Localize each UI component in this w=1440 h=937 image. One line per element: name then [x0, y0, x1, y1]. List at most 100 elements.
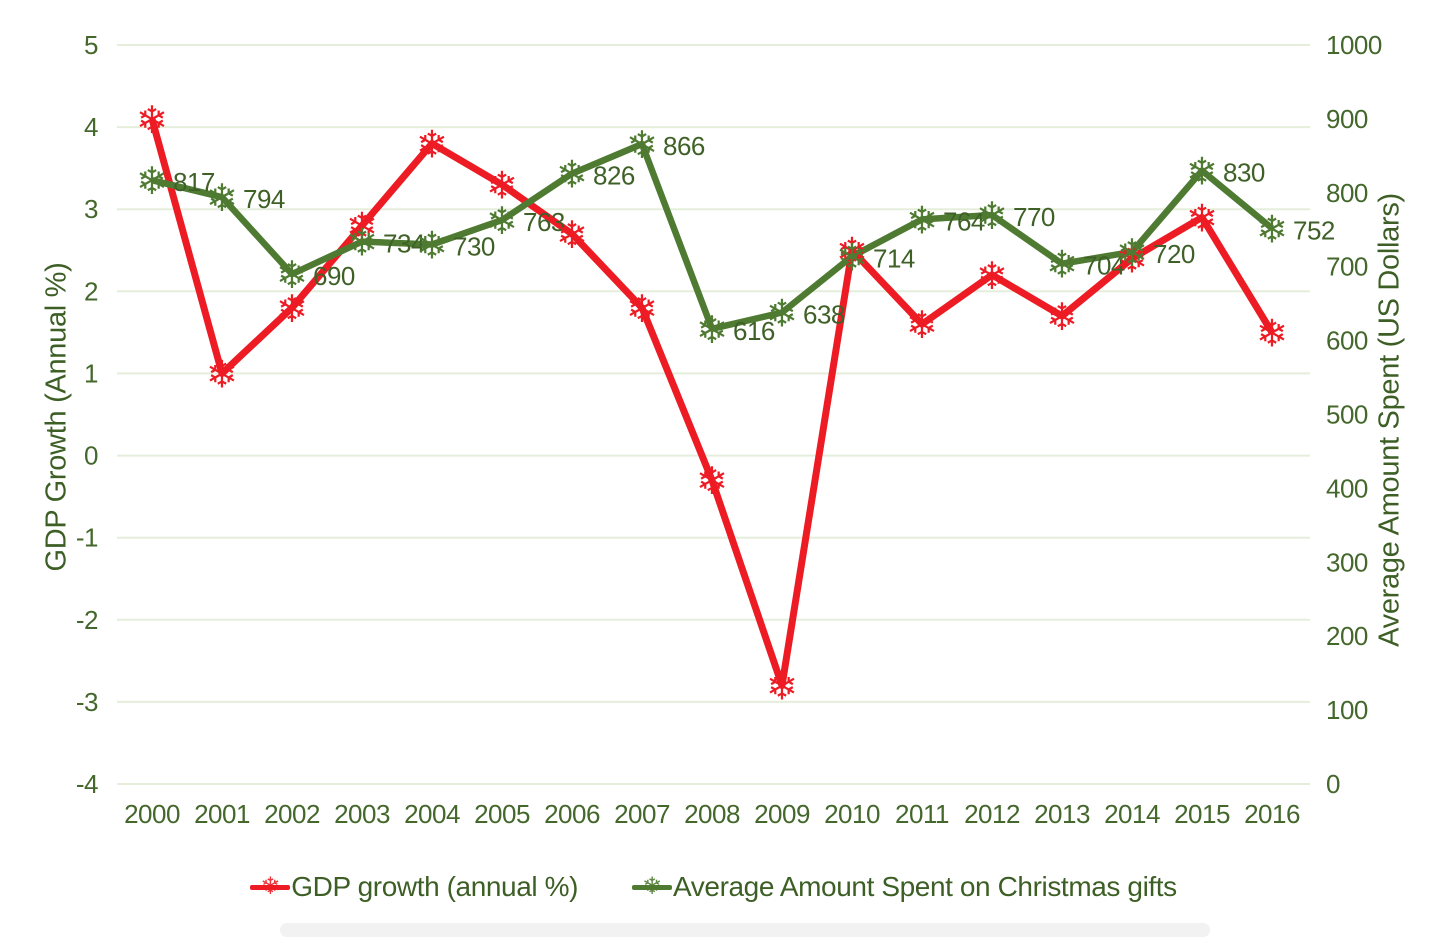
- x-axis-label: 2012: [964, 799, 1020, 829]
- spending-value-label: 826: [593, 161, 635, 191]
- spending-value-label: 830: [1223, 158, 1265, 188]
- spending-value-label: 817: [173, 167, 215, 197]
- left-axis-tick: 0: [84, 441, 98, 471]
- left-axis-tick: 1: [84, 358, 98, 388]
- x-axis-label: 2006: [544, 799, 600, 829]
- spending-value-label: 638: [803, 300, 845, 330]
- spending-value-label: 734: [383, 229, 425, 259]
- gdp-line-sample: [250, 884, 291, 890]
- snowflake-marker-gdp: ❄: [416, 125, 448, 167]
- legend-label-gdp: GDP growth (annual %): [291, 871, 579, 902]
- right-axis-tick: 1000: [1326, 30, 1382, 60]
- snowflake-marker-spending: ❄: [1046, 245, 1078, 287]
- snowflake-marker-gdp: ❄: [1186, 198, 1218, 240]
- left-axis-tick: -1: [76, 523, 98, 553]
- snowflake-marker-spending: ❄: [416, 226, 448, 268]
- snowflake-marker-spending: ❄: [836, 237, 868, 279]
- spending-value-label: 752: [1293, 215, 1335, 245]
- x-axis-label: 2013: [1034, 799, 1090, 829]
- snowflake-marker-gdp: ❄: [556, 215, 588, 257]
- snowflake-marker-gdp: ❄: [346, 207, 378, 249]
- x-axis-label: 2011: [895, 799, 949, 829]
- snowflake-marker-spending: ❄: [1116, 233, 1148, 275]
- x-axis-label: 2009: [754, 799, 810, 829]
- x-axis-label: 2001: [194, 799, 250, 829]
- snowflake-marker-spending: ❄: [766, 294, 798, 336]
- snowflake-marker-spending: ❄: [346, 223, 378, 265]
- left-axis-tick: -4: [76, 769, 98, 799]
- snowflake-marker-gdp: ❄: [836, 231, 868, 273]
- right-axis-tick: 300: [1326, 547, 1368, 577]
- x-axis-label: 2008: [684, 799, 740, 829]
- snowflake-marker-gdp: ❄: [1046, 297, 1078, 339]
- x-axis-label: 2007: [614, 799, 670, 829]
- cropped-bottom-element: [280, 923, 1210, 937]
- snowflake-marker-spending: ❄: [906, 200, 938, 242]
- right-axis-tick: 200: [1326, 621, 1368, 651]
- x-axis-label: 2016: [1244, 799, 1300, 829]
- left-axis-tick: 2: [84, 276, 98, 306]
- snowflake-marker-spending: ❄: [136, 161, 168, 203]
- spending-value-label: 690: [313, 261, 355, 291]
- spending-value-label: 714: [873, 243, 915, 273]
- spending-value-label: 770: [1013, 202, 1055, 232]
- snowflake-marker-spending: ❄: [556, 155, 588, 197]
- legend-label-spending: Average Amount Spent on Christmas gifts: [673, 871, 1177, 902]
- x-axis-label: 2015: [1174, 799, 1230, 829]
- left-axis-tick: -2: [76, 605, 98, 635]
- left-axis-tick: 5: [84, 30, 98, 60]
- right-axis-tick: 700: [1326, 252, 1368, 282]
- right-axis-tick: 900: [1326, 104, 1368, 134]
- snowflake-marker-spending: ❄: [1256, 209, 1288, 251]
- right-axis-title: Average Amount Spent (US Dollars): [1373, 193, 1406, 647]
- snowflake-marker-spending: ❄: [276, 255, 308, 297]
- spending-legend-swatch: ❄: [632, 872, 673, 902]
- snowflake-marker-gdp: ❄: [1256, 313, 1288, 355]
- snowflake-marker-gdp: ❄: [766, 667, 798, 709]
- left-axis-tick: 3: [84, 194, 98, 224]
- snowflake-marker-spending: ❄: [696, 310, 728, 352]
- snowflake-marker-spending: ❄: [206, 178, 238, 220]
- spending-line-sample: [632, 884, 673, 890]
- spending-value-label: 720: [1153, 239, 1195, 269]
- x-axis-label: 2005: [474, 799, 530, 829]
- left-axis-tick: -3: [76, 687, 98, 717]
- snowflake-marker-spending: ❄: [976, 196, 1008, 238]
- snowflake-marker-gdp: ❄: [136, 100, 168, 142]
- legend-item-spending: ❄ Average Amount Spent on Christmas gift…: [632, 871, 1177, 903]
- snowflake-marker-gdp: ❄: [906, 305, 938, 347]
- snowflake-marker-gdp: ❄: [696, 461, 728, 503]
- spending-value-label: 704: [1083, 251, 1125, 281]
- left-axis-title: GDP Growth (Annual %): [40, 262, 73, 572]
- x-axis-label: 2014: [1104, 799, 1160, 829]
- spending-value-label: 616: [733, 316, 775, 346]
- snowflake-marker-gdp: ❄: [1116, 240, 1148, 282]
- left-axis-tick: 4: [84, 112, 98, 142]
- x-axis-label: 2000: [124, 799, 180, 829]
- snowflake-marker-spending: ❄: [1186, 152, 1218, 194]
- right-axis-tick: 600: [1326, 326, 1368, 356]
- right-axis-tick: 0: [1326, 769, 1340, 799]
- x-axis-label: 2002: [264, 799, 320, 829]
- snowflake-marker-gdp: ❄: [976, 256, 1008, 298]
- gdp-growth-line: [148, 117, 1275, 689]
- snowflake-marker-spending: ❄: [486, 201, 518, 243]
- legend: ❄ GDP growth (annual %) ❄ Average Amount…: [117, 866, 1310, 908]
- spending-value-label: 764: [943, 206, 985, 236]
- snowflake-marker-gdp: ❄: [626, 289, 658, 331]
- right-axis-tick: 100: [1326, 695, 1368, 725]
- right-axis-tick: 400: [1326, 473, 1368, 503]
- right-axis-tick: 500: [1326, 400, 1368, 430]
- spending-line: [151, 140, 1275, 333]
- snowflake-marker-gdp: ❄: [206, 354, 238, 396]
- spending-value-label: 866: [663, 131, 705, 161]
- x-axis-label: 2003: [334, 799, 390, 829]
- x-axis-label: 2010: [824, 799, 880, 829]
- x-axis-label: 2004: [404, 799, 460, 829]
- snowflake-marker-gdp: ❄: [276, 289, 308, 331]
- snowflake-icon: ❄: [260, 873, 281, 900]
- spending-value-label: 763: [523, 207, 565, 237]
- legend-item-gdp: ❄ GDP growth (annual %): [250, 871, 578, 903]
